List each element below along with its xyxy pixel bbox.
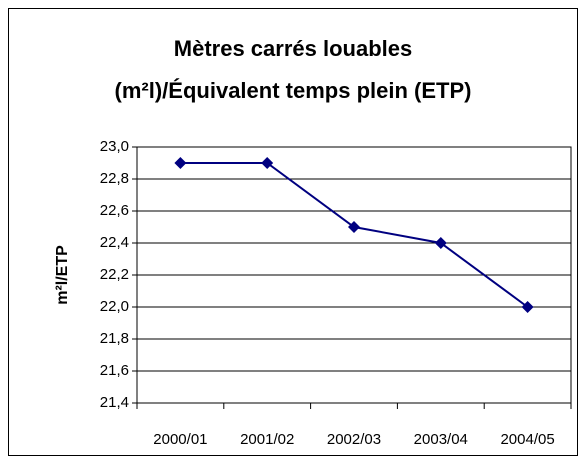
y-axis-label: m²l/ETP: [54, 245, 71, 305]
y-tick-label: 23,0: [100, 138, 129, 155]
data-marker: [521, 301, 534, 313]
plot-border: [136, 146, 572, 404]
x-tick-label: 2003/04: [414, 431, 468, 448]
chart-title: (m²l)/Équivalent temps plein (ETP): [115, 78, 472, 103]
x-tick-label: 2004/05: [500, 431, 554, 448]
data-marker: [434, 237, 447, 249]
y-tick-label: 22,4: [100, 234, 129, 251]
chart-title: Mètres carrés louables: [174, 36, 412, 61]
y-tick-label: 21,6: [100, 362, 129, 379]
chart-frame: [8, 8, 578, 456]
y-tick-label: 21,8: [100, 330, 129, 347]
y-tick-label: 22,2: [100, 266, 129, 283]
y-tick-label: 21,4: [100, 394, 129, 411]
x-tick-label: 2001/02: [240, 431, 294, 448]
x-tick-label: 2002/03: [327, 431, 381, 448]
data-marker: [348, 221, 360, 233]
y-tick-label: 22,0: [100, 298, 129, 315]
data-marker: [174, 157, 187, 169]
x-tick-label: 2000/01: [153, 431, 207, 448]
y-tick-label: 22,8: [100, 170, 129, 187]
data-marker: [261, 157, 274, 169]
y-tick-label: 22,6: [100, 202, 129, 219]
